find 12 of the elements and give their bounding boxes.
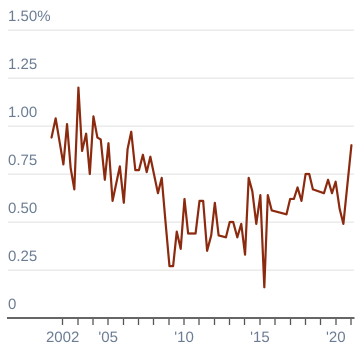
x-tick-label: '05 — [98, 329, 118, 346]
y-tick-label: 0.25 — [8, 248, 38, 266]
y-tick-label: 0 — [8, 296, 16, 314]
x-tick-label: '20 — [326, 329, 346, 346]
x-tick-label: '10 — [174, 329, 194, 346]
x-tick-label: '15 — [250, 329, 270, 346]
y-tick-label: 0.75 — [8, 152, 38, 170]
y-tick-label: 1.00 — [8, 104, 38, 122]
y-tick-label: 0.50 — [8, 200, 38, 218]
x-tick-label: 2002 — [46, 329, 80, 346]
y-tick-label: 1.50% — [8, 8, 51, 26]
y-tick-label: 1.25 — [8, 56, 38, 74]
